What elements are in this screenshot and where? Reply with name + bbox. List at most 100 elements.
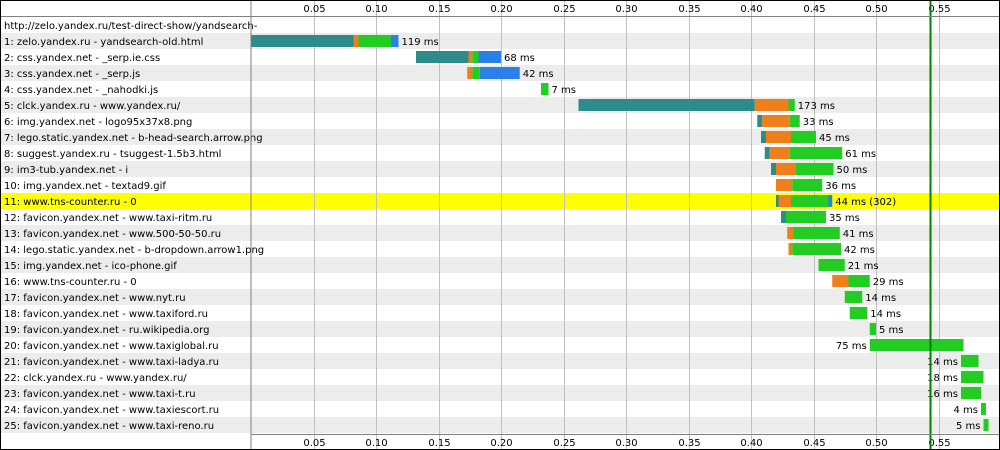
x-tick-label-bottom: 0.55 <box>928 438 950 449</box>
bar-segment-ttfb <box>844 291 863 303</box>
time-label: 36 ms <box>825 181 856 192</box>
x-tick-label-bottom: 0.05 <box>303 438 325 449</box>
bar-segment-dns <box>764 147 770 159</box>
bar-segment-connect <box>776 163 796 175</box>
x-tick-label-bottom: 0.30 <box>615 438 637 449</box>
time-label: 173 ms <box>798 101 835 112</box>
time-label: 18 ms <box>927 373 958 384</box>
bar-segment-ttfb <box>961 355 979 367</box>
x-axis-bottom: 0.05 0.10 0.15 0.20 0.25 0.30 0.35 0.40 0.45 0.50… <box>303 438 950 449</box>
bar-segment-connect <box>467 67 473 79</box>
x-tick-label-top: 0.25 <box>553 4 575 15</box>
request-label: 16: www.tns-counter.ru - 0 <box>4 277 137 288</box>
page-url: http://zelo.yandex.ru/test-direct-show/y… <box>4 21 258 32</box>
time-label: 7 ms <box>552 85 577 96</box>
request-label: 11: www.tns-counter.ru - 0 <box>4 197 137 208</box>
x-tick-label-top: 0.55 <box>928 4 950 15</box>
request-label: 2: css.yandex.net - _serp.ie.css <box>4 53 160 64</box>
bar-segment-ttfb <box>791 131 816 143</box>
bar-segment-connect <box>778 195 791 207</box>
bar-segment-download <box>828 195 833 207</box>
request-label: 5: clck.yandex.ru - www.yandex.ru/ <box>4 101 181 112</box>
time-label: 44 ms (302) <box>835 197 896 208</box>
x-tick-label-top: 0.35 <box>678 4 700 15</box>
request-bars: 119 ms 68 ms 42 ms 7 ms 173 ms 33 ms 45 ms 61 m… <box>251 35 989 432</box>
bar-segment-connect <box>787 227 794 239</box>
bar-segment-ttfb <box>793 227 840 239</box>
x-tick-label-top: 0.20 <box>490 4 512 15</box>
bar-segment-dns <box>776 195 779 207</box>
x-tick-label-bottom: 0.25 <box>553 438 575 449</box>
bar-segment-connect <box>762 115 790 127</box>
x-tick-label-bottom: 0.50 <box>865 438 887 449</box>
request-label: 7: lego.static.yandex.net - b-head-searc… <box>4 133 263 144</box>
request-label: 21: favicon.yandex.net - www.taxi-ladya.… <box>4 357 219 368</box>
bar-segment-ttfb <box>849 307 868 319</box>
time-label: 29 ms <box>873 277 904 288</box>
time-label: 5 ms <box>879 325 904 336</box>
x-tick-label-top: 0.10 <box>365 4 387 15</box>
request-label: 12: favicon.yandex.net - www.taxi-ritm.r… <box>4 213 212 224</box>
request-label: 9: im3-tub.yandex.net - i <box>4 165 128 176</box>
request-label: 25: favicon.yandex.net - www.taxi-reno.r… <box>4 421 214 432</box>
bar-segment-connect <box>468 51 473 63</box>
time-label: 119 ms <box>402 37 439 48</box>
request-label: 15: img.yandex.net - ico-phone.gif <box>4 261 177 272</box>
time-label: 14 ms <box>927 357 958 368</box>
request-label: 18: favicon.yandex.net - www.taxiford.ru <box>4 309 208 320</box>
request-label: 1: zelo.yandex.ru - yandsearch-old.html <box>4 37 203 48</box>
x-tick-label-bottom: 0.10 <box>365 438 387 449</box>
bar-segment-ttfb <box>789 147 843 159</box>
bar-segment-ttfb <box>869 339 964 351</box>
request-label: 23: favicon.yandex.net - www.taxi-t.ru <box>4 389 196 400</box>
bar-segment-connect <box>832 275 849 287</box>
request-label: 4: css.yandex.net - _nahodki.js <box>4 85 158 96</box>
bar-segment-ttfb <box>869 323 876 335</box>
bar-segment-dns <box>578 99 755 111</box>
x-tick-label-bottom: 0.40 <box>740 438 762 449</box>
bar-segment-ttfb <box>981 403 986 415</box>
request-label: 22: clck.yandex.ru - www.yandex.ru/ <box>4 373 187 384</box>
bar-segment-ttfb <box>792 243 841 255</box>
bar-segment-ttfb <box>983 419 989 431</box>
x-tick-label-bottom: 0.45 <box>803 438 825 449</box>
x-tick-label-bottom: 0.15 <box>428 438 450 449</box>
request-label: 14: lego.static.yandex.net - b-dropdown.… <box>4 245 264 256</box>
bar-segment-ttfb <box>472 51 479 63</box>
request-label: 8: suggest.yandex.ru - tsuggest-1.5b3.ht… <box>4 149 221 160</box>
bar-segment-ttfb <box>818 259 845 271</box>
bar-segment-connect <box>766 131 791 143</box>
x-axis-top: 0.05 0.10 0.15 0.20 0.25 0.30 0.35 0.40 0.45 0.50… <box>303 4 950 15</box>
bar-segment-ttfb <box>786 211 826 223</box>
bar-segment-connect <box>769 147 790 159</box>
time-label: 14 ms <box>870 309 901 320</box>
time-label: 5 ms <box>956 421 981 432</box>
time-label: 42 ms <box>844 245 875 256</box>
time-label: 4 ms <box>954 405 979 416</box>
bar-segment-connect <box>776 179 793 191</box>
request-label: 20: favicon.yandex.net - www.taxiglobal.… <box>4 341 219 352</box>
time-label: 16 ms <box>927 389 958 400</box>
time-label: 14 ms <box>865 293 896 304</box>
bar-segment-download <box>478 51 501 63</box>
x-tick-label-top: 0.05 <box>303 4 325 15</box>
time-label: 75 ms <box>836 341 867 352</box>
bar-segment-download <box>391 35 399 47</box>
bar-segment-ttfb <box>848 275 870 287</box>
time-label: 21 ms <box>848 261 879 272</box>
request-label: 24: favicon.yandex.net - www.taxiescort.… <box>4 405 219 416</box>
request-label: 17: favicon.yandex.net - www.nyt.ru <box>4 293 186 304</box>
x-tick-label-bottom: 0.35 <box>678 438 700 449</box>
bar-segment-dns <box>251 35 354 47</box>
bar-segment-dns <box>416 51 469 63</box>
bar-segment-ttfb <box>788 99 795 111</box>
bar-segment-ttfb <box>796 163 834 175</box>
bar-segment-dns <box>781 211 786 223</box>
bar-segment-connect <box>788 243 793 255</box>
x-tick-label-top: 0.45 <box>803 4 825 15</box>
bar-segment-ttfb <box>789 115 800 127</box>
request-label: 19: favicon.yandex.net - ru.wikipedia.or… <box>4 325 209 336</box>
x-tick-label-top: 0.30 <box>615 4 637 15</box>
x-tick-label-top: 0.15 <box>428 4 450 15</box>
